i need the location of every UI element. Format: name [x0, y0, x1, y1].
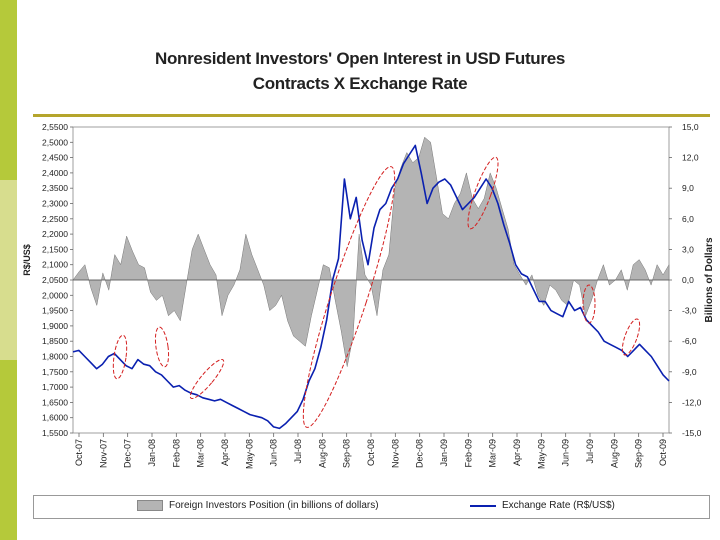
x-tick-label: Nov-08 — [390, 439, 400, 468]
x-tick-label: May-08 — [244, 439, 254, 469]
x-tick-label: Jul-09 — [585, 439, 595, 464]
x-tick-label: Aug-09 — [609, 439, 619, 468]
right-tick-label: -6,0 — [682, 336, 697, 346]
left-tick-label: 2,2000 — [42, 229, 68, 239]
left-tick-label: 1,6000 — [42, 413, 68, 423]
left-tick-label: 2,4500 — [42, 153, 68, 163]
left-tick-label: 2,1500 — [42, 244, 68, 254]
accent-bar-mid — [0, 180, 17, 360]
left-tick-label: 2,5500 — [42, 122, 68, 132]
exchange-rate-line — [72, 144, 670, 430]
left-tick-label: 1,6500 — [42, 397, 68, 407]
x-tick-label: Dec-08 — [415, 439, 425, 468]
x-tick-label: Mar-09 — [488, 439, 498, 468]
right-tick-label: 15,0 — [682, 122, 699, 132]
right-tick-label: -12,0 — [682, 397, 702, 407]
right-tick-label: -9,0 — [682, 367, 697, 377]
annotation-ellipse — [189, 358, 225, 400]
right-tick-label: -3,0 — [682, 306, 697, 316]
x-tick-label: Oct-08 — [366, 439, 376, 466]
left-tick-label: 2,3500 — [42, 183, 68, 193]
annotation-ellipse — [467, 156, 499, 230]
accent-bar-top — [0, 0, 17, 180]
legend: Foreign Investors Position (in billions … — [33, 495, 710, 519]
x-tick-label: Jul-08 — [293, 439, 303, 464]
x-tick-label: May-09 — [536, 439, 546, 469]
legend-area-label: Foreign Investors Position (in billions … — [169, 500, 379, 511]
title-rule — [33, 114, 710, 117]
legend-area-swatch — [137, 500, 163, 511]
x-tick-label: Oct-09 — [658, 439, 668, 466]
x-tick-label: Apr-09 — [512, 439, 522, 466]
left-tick-label: 2,5000 — [42, 137, 68, 147]
x-tick-label: Jan-09 — [439, 439, 449, 467]
right-axis-label: Billions of Dollars — [704, 237, 715, 322]
left-tick-label: 1,7500 — [42, 367, 68, 377]
right-tick-label: 0,0 — [682, 275, 694, 285]
left-tick-label: 1,5500 — [42, 428, 68, 438]
chart-title-line2: Contracts X Exchange Rate — [252, 74, 468, 93]
x-tick-label: Jun-09 — [561, 439, 571, 467]
annotation-ellipse — [112, 334, 128, 380]
right-tick-label: -15,0 — [682, 428, 702, 438]
left-tick-label: 2,2500 — [42, 214, 68, 224]
left-tick-label: 2,1000 — [42, 260, 68, 270]
x-axis-ticks: Oct-07 Nov-07 Dec-07 Jan-08 Feb-08 Mar-08 Apr-… — [74, 433, 668, 469]
left-tick-label: 1,9000 — [42, 321, 68, 331]
x-tick-label: Oct-07 — [74, 439, 84, 466]
left-tick-label: 1,8000 — [42, 352, 68, 362]
x-tick-label: Feb-09 — [463, 439, 473, 468]
legend-line-label: Exchange Rate (R$/US$) — [502, 500, 615, 511]
legend-line-swatch — [470, 504, 496, 507]
left-tick-label: 2,0500 — [42, 275, 68, 285]
x-tick-label: Apr-08 — [220, 439, 230, 466]
left-tick-label: 1,9500 — [42, 306, 68, 316]
right-tick-label: 9,0 — [682, 183, 694, 193]
left-axis-ticks: 2,5500 2,5000 2,4500 2,4000 2,3500 2,3000 2,25… — [42, 122, 73, 438]
left-tick-label: 1,7000 — [42, 382, 68, 392]
x-tick-label: Feb-08 — [171, 439, 181, 468]
x-tick-label: Jun-08 — [269, 439, 279, 467]
accent-bar-bottom — [0, 360, 17, 540]
left-axis-label: R$/US$ — [22, 244, 32, 276]
chart-title: Nonresident Investors' Open Interest in … — [40, 46, 680, 96]
left-tick-label: 2,4000 — [42, 168, 68, 178]
annotations — [112, 156, 641, 428]
left-tick-label: 1,8500 — [42, 336, 68, 346]
right-tick-label: 3,0 — [682, 244, 694, 254]
right-tick-label: 12,0 — [682, 153, 699, 163]
legend-item-line: Exchange Rate (R$/US$) — [470, 500, 615, 511]
left-tick-label: 2,3000 — [42, 199, 68, 209]
x-tick-label: Mar-08 — [196, 439, 206, 468]
right-tick-label: 6,0 — [682, 214, 694, 224]
right-axis-ticks: 15,0 12,0 9,0 6,0 3,0 0,0 -3,0 -6,0 -9,0 -12,0 -15… — [669, 122, 702, 438]
annotation-ellipse — [154, 326, 170, 368]
chart: 2,5500 2,5000 2,4500 2,4000 2,3500 2,3000 2,25… — [22, 122, 715, 469]
x-tick-label: Nov-07 — [98, 439, 108, 468]
position-area — [72, 136, 670, 367]
x-tick-label: Aug-08 — [317, 439, 327, 468]
x-tick-label: Dec-07 — [123, 439, 133, 468]
x-tick-label: Jan-08 — [147, 439, 157, 467]
chart-title-line1: Nonresident Investors' Open Interest in … — [154, 49, 566, 68]
x-tick-label: Sep-09 — [634, 439, 644, 468]
x-tick-label: Sep-08 — [342, 439, 352, 468]
annotation-ellipse — [302, 166, 396, 428]
legend-item-area: Foreign Investors Position (in billions … — [137, 500, 379, 511]
accent-bar — [0, 0, 17, 540]
annotation-ellipse — [582, 284, 596, 324]
annotation-ellipse — [621, 318, 641, 356]
left-tick-label: 2,0000 — [42, 290, 68, 300]
